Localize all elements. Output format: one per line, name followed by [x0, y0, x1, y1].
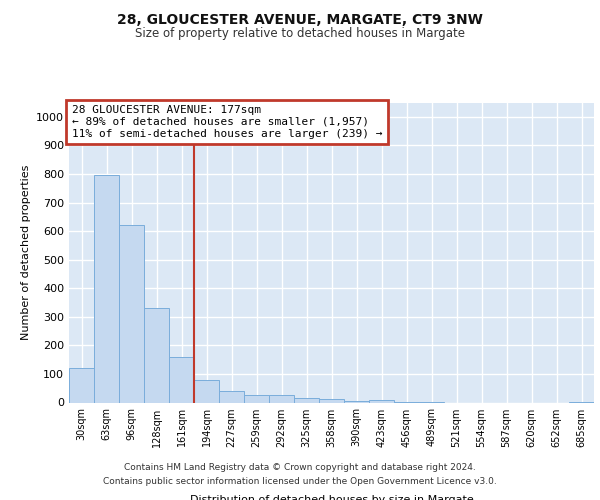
- Bar: [94, 176, 119, 402]
- Bar: [144, 308, 169, 402]
- Bar: [244, 396, 269, 402]
- Text: 28 GLOUCESTER AVENUE: 177sqm
← 89% of detached houses are smaller (1,957)
11% of: 28 GLOUCESTER AVENUE: 177sqm ← 89% of de…: [71, 106, 382, 138]
- Bar: [294, 398, 319, 402]
- Text: Contains public sector information licensed under the Open Government Licence v3: Contains public sector information licen…: [103, 477, 497, 486]
- Bar: [69, 368, 94, 402]
- Bar: [369, 400, 394, 402]
- Bar: [194, 380, 219, 402]
- Text: 28, GLOUCESTER AVENUE, MARGATE, CT9 3NW: 28, GLOUCESTER AVENUE, MARGATE, CT9 3NW: [117, 12, 483, 26]
- Text: Size of property relative to detached houses in Margate: Size of property relative to detached ho…: [135, 28, 465, 40]
- Bar: [219, 391, 244, 402]
- Bar: [119, 226, 144, 402]
- Y-axis label: Number of detached properties: Number of detached properties: [20, 165, 31, 340]
- Text: Contains HM Land Registry data © Crown copyright and database right 2024.: Contains HM Land Registry data © Crown c…: [124, 464, 476, 472]
- Bar: [319, 399, 344, 402]
- X-axis label: Distribution of detached houses by size in Margate: Distribution of detached houses by size …: [190, 496, 473, 500]
- Bar: [169, 357, 194, 403]
- Bar: [344, 401, 369, 402]
- Bar: [269, 396, 294, 402]
